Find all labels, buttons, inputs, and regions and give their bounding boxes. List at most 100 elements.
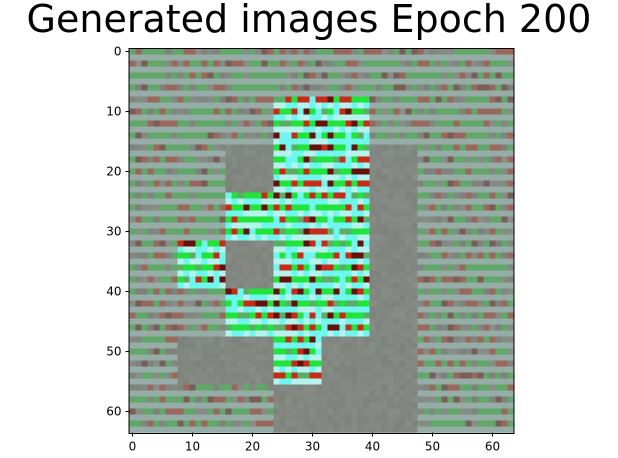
pixel-cell xyxy=(369,78,376,85)
pixel-cell xyxy=(237,144,244,151)
pixel-cell xyxy=(399,366,406,373)
pixel-cell xyxy=(153,174,160,181)
x-tick-label: 50 xyxy=(425,440,440,454)
pixel-cell xyxy=(435,342,442,349)
pixel-cell xyxy=(429,204,436,211)
pixel-cell xyxy=(285,342,292,349)
pixel-cell xyxy=(357,408,364,415)
pixel-cell xyxy=(219,378,226,385)
pixel-cell xyxy=(159,102,166,109)
pixel-cell xyxy=(483,72,490,79)
pixel-cell xyxy=(279,216,286,223)
pixel-cell xyxy=(369,336,376,343)
pixel-cell xyxy=(399,426,406,433)
pixel-cell xyxy=(285,84,292,91)
pixel-cell xyxy=(147,138,154,145)
pixel-cell xyxy=(501,180,508,187)
pixel-cell xyxy=(471,156,478,163)
pixel-cell xyxy=(183,354,190,361)
pixel-cell xyxy=(159,120,166,127)
pixel-cell xyxy=(129,60,136,67)
pixel-cell xyxy=(453,324,460,331)
pixel-cell xyxy=(237,66,244,73)
pixel-cell xyxy=(399,252,406,259)
pixel-cell xyxy=(261,426,268,433)
pixel-cell xyxy=(495,150,502,157)
pixel-cell xyxy=(441,336,448,343)
pixel-cell xyxy=(279,66,286,73)
pixel-cell xyxy=(387,186,394,193)
pixel-cell xyxy=(495,180,502,187)
pixel-cell xyxy=(363,144,370,151)
pixel-cell xyxy=(207,408,214,415)
pixel-cell xyxy=(195,414,202,421)
pixel-cell xyxy=(273,324,280,331)
pixel-cell xyxy=(333,318,340,325)
pixel-cell xyxy=(255,102,262,109)
pixel-cell xyxy=(393,354,400,361)
pixel-cell xyxy=(321,318,328,325)
pixel-cell xyxy=(321,174,328,181)
pixel-cell xyxy=(207,138,214,145)
pixel-cell xyxy=(393,72,400,79)
pixel-cell xyxy=(225,60,232,67)
pixel-cell xyxy=(237,156,244,163)
pixel-cell xyxy=(207,192,214,199)
pixel-cell xyxy=(471,180,478,187)
pixel-cell xyxy=(189,336,196,343)
pixel-cell xyxy=(129,96,136,103)
pixel-cell xyxy=(399,324,406,331)
pixel-cell xyxy=(261,396,268,403)
pixel-cell xyxy=(339,300,346,307)
pixel-cell xyxy=(273,174,280,181)
pixel-cell xyxy=(147,360,154,367)
pixel-cell xyxy=(165,246,172,253)
pixel-cell xyxy=(219,348,226,355)
pixel-cell xyxy=(177,282,184,289)
pixel-cell xyxy=(243,276,250,283)
pixel-cell xyxy=(417,294,424,301)
pixel-cell xyxy=(249,402,256,409)
pixel-cell xyxy=(399,126,406,133)
pixel-cell xyxy=(393,426,400,433)
pixel-cell xyxy=(303,222,310,229)
pixel-cell xyxy=(237,426,244,433)
pixel-cell xyxy=(153,108,160,115)
pixel-cell xyxy=(129,54,136,61)
pixel-cell xyxy=(243,198,250,205)
pixel-cell xyxy=(345,204,352,211)
pixel-cell xyxy=(255,378,262,385)
pixel-cell xyxy=(231,228,238,235)
pixel-cell xyxy=(345,414,352,421)
pixel-cell xyxy=(303,294,310,301)
pixel-cell xyxy=(237,366,244,373)
pixel-cell xyxy=(393,216,400,223)
pixel-cell xyxy=(261,60,268,67)
pixel-cell xyxy=(405,402,412,409)
pixel-cell xyxy=(285,306,292,313)
pixel-cell xyxy=(459,378,466,385)
pixel-cell xyxy=(321,78,328,85)
pixel-cell xyxy=(405,372,412,379)
y-tick-label: 50 xyxy=(106,345,121,359)
pixel-cell xyxy=(387,222,394,229)
pixel-cell xyxy=(321,162,328,169)
pixel-cell xyxy=(261,354,268,361)
pixel-cell xyxy=(183,252,190,259)
pixel-cell xyxy=(417,120,424,127)
pixel-cell xyxy=(243,48,250,55)
pixel-cell xyxy=(219,366,226,373)
pixel-cell xyxy=(237,348,244,355)
pixel-cell xyxy=(273,300,280,307)
pixel-cell xyxy=(255,192,262,199)
pixel-cell xyxy=(351,312,358,319)
pixel-cell xyxy=(273,216,280,223)
pixel-cell xyxy=(387,120,394,127)
pixel-cell xyxy=(177,246,184,253)
pixel-cell xyxy=(381,384,388,391)
pixel-cell xyxy=(153,54,160,61)
pixel-cell xyxy=(303,396,310,403)
pixel-cell xyxy=(339,240,346,247)
pixel-cell xyxy=(465,54,472,61)
pixel-cell xyxy=(303,114,310,121)
